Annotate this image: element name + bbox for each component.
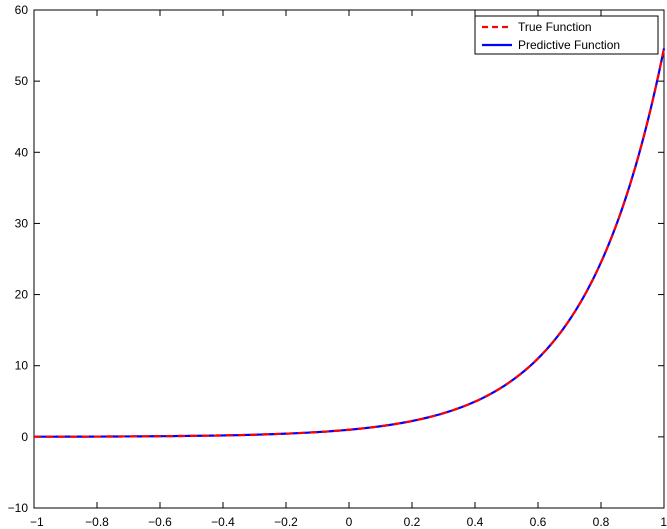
y-tick-label: 0 <box>21 430 28 444</box>
series-group <box>34 48 666 438</box>
y-tick-label: 60 <box>15 3 29 17</box>
x-tick-labels: −1 −0.8 −0.6 −0.4 −0.2 0 0.2 0.4 0.6 0.8 1 <box>30 515 667 529</box>
x-tick-label: 0.8 <box>593 515 610 529</box>
y-tick-label: 30 <box>15 216 29 230</box>
y-tick-label: 40 <box>15 145 29 159</box>
x-tick-label: 0.6 <box>530 515 547 529</box>
legend-box <box>474 15 659 55</box>
plot-area <box>33 9 665 509</box>
y-tick-label: 50 <box>15 74 29 88</box>
x-tick-label: −0.2 <box>274 515 298 529</box>
y-tick-label: −10 <box>8 501 29 515</box>
x-tick-label: 0.2 <box>404 515 421 529</box>
legend-label-predictive-function: Predictive Function <box>518 38 620 52</box>
legend-label-true-function: True Function <box>518 20 592 34</box>
x-tick-label: 0.4 <box>467 515 484 529</box>
legend: True Function Predictive Function <box>474 15 659 55</box>
x-tick-label: 0 <box>346 515 353 529</box>
x-tick-label: 1 <box>660 515 667 529</box>
y-tick-labels: −10 0 10 20 30 40 50 60 <box>8 3 29 515</box>
x-tick-label: −1 <box>30 515 44 529</box>
x-tick-label: −0.8 <box>85 515 109 529</box>
x-tick-label: −0.6 <box>148 515 172 529</box>
y-tick-label: 20 <box>15 288 29 302</box>
series-line-true-function <box>34 48 666 438</box>
x-tick-label: −0.4 <box>211 515 235 529</box>
y-tick-label: 10 <box>15 359 29 373</box>
